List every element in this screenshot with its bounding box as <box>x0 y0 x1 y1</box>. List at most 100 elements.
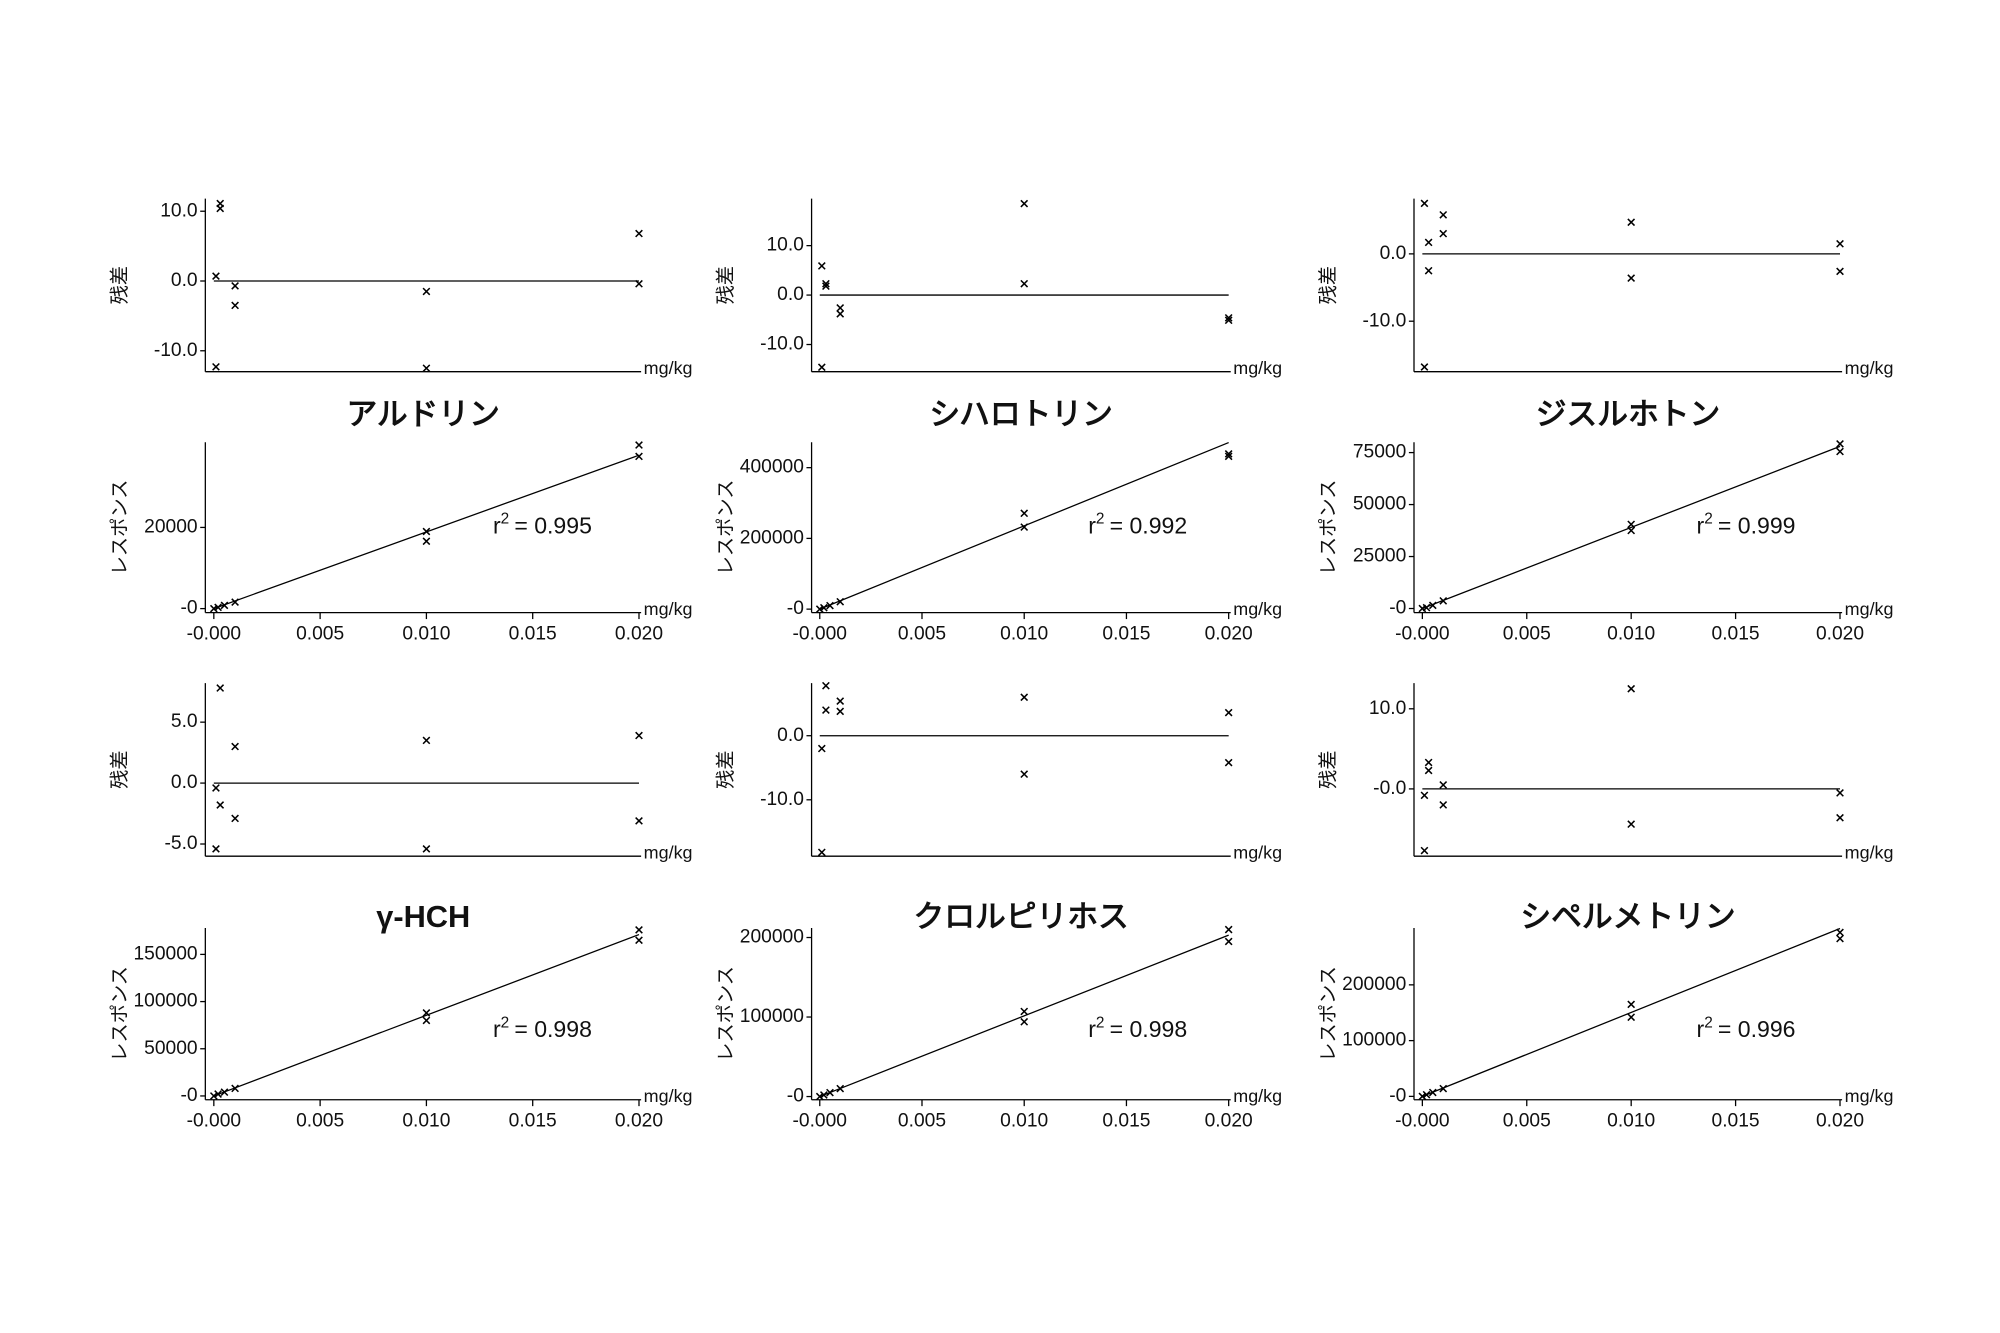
chart: mg/kg レスポンス -0 100000 200000 -0.000 0.005 0.010… <box>1317 899 1893 1131</box>
y-tick-label: -0 <box>787 1086 804 1107</box>
chart: mg/kg レスポンス -0 20000 -0.000 0.005 0.010 0.015 0.… <box>109 397 693 645</box>
point <box>1420 846 1429 855</box>
point <box>1439 229 1448 238</box>
x-axis-unit: mg/kg <box>1233 358 1282 378</box>
point <box>1627 218 1636 227</box>
y-tick-label: -0 <box>1389 598 1406 619</box>
r-squared: r2 = 0.992 <box>1088 511 1187 539</box>
point <box>1627 526 1636 535</box>
y-tick-label: -0.0 <box>1373 778 1406 799</box>
fit-line <box>819 934 1229 1098</box>
r-superscript: 2 <box>501 511 510 528</box>
x-tick-label: 0.005 <box>898 1111 946 1132</box>
point <box>1020 770 1029 779</box>
r-symbol: r <box>493 513 501 539</box>
y-tick-label: 400000 <box>740 457 804 478</box>
point <box>212 272 220 280</box>
r-symbol: r <box>1697 1016 1705 1042</box>
fit-line <box>213 933 640 1097</box>
y-tick-label: 50000 <box>144 1038 197 1059</box>
x-tick-label: 0.020 <box>615 1111 663 1132</box>
point <box>214 603 222 612</box>
chart: mg/kg 残差 0.0 -10.0 <box>715 681 1282 862</box>
point <box>817 262 826 270</box>
y-axis-label: レスポンス <box>1317 966 1339 1062</box>
point <box>635 925 643 934</box>
point <box>817 363 826 372</box>
x-tick-label: 0.010 <box>1000 1111 1048 1132</box>
x-axis-unit: mg/kg <box>1845 1086 1894 1106</box>
point <box>836 597 845 606</box>
y-tick-label: 10.0 <box>1369 698 1406 719</box>
x-axis-unit: mg/kg <box>1233 1086 1282 1106</box>
y-axis-label: レスポンス <box>109 480 131 576</box>
r-value: = 0.996 <box>1718 1016 1796 1042</box>
x-tick-label: -0.000 <box>793 624 848 645</box>
point <box>1420 363 1429 371</box>
point <box>422 1009 431 1017</box>
point <box>1418 1092 1427 1101</box>
x-tick-label: 0.005 <box>296 1111 344 1132</box>
y-tick-label: 0.0 <box>171 772 198 793</box>
point <box>422 287 431 296</box>
r-superscript: 2 <box>1096 1014 1105 1031</box>
y-tick-label: 25000 <box>1353 546 1406 567</box>
point <box>822 681 830 690</box>
point <box>1424 766 1433 775</box>
x-tick-label: -0.000 <box>793 1111 848 1132</box>
x-tick-label: -0.000 <box>1395 1111 1450 1132</box>
x-tick-label: 0.015 <box>509 1111 557 1132</box>
point <box>1627 274 1636 282</box>
y-axis-label: 残差 <box>715 266 737 304</box>
point <box>635 279 643 288</box>
x-axis-unit: mg/kg <box>1845 358 1894 378</box>
point <box>216 684 225 692</box>
point <box>1420 199 1429 208</box>
x-tick-label: 0.010 <box>402 624 450 645</box>
r-squared: r2 = 0.999 <box>1697 511 1796 539</box>
x-tick-label: 0.005 <box>1503 1111 1551 1132</box>
point <box>635 452 643 461</box>
point <box>1627 1000 1636 1009</box>
y-axis-label: レスポンス <box>715 966 737 1062</box>
x-tick-label: 0.020 <box>1205 1111 1253 1132</box>
y-tick-label: 100000 <box>133 991 197 1012</box>
point <box>1627 684 1636 693</box>
point <box>836 707 845 716</box>
x-tick-label: 0.010 <box>402 1111 450 1132</box>
y-tick-label: -10.0 <box>760 789 804 810</box>
fit-line <box>1422 445 1841 610</box>
y-tick-label: 0.0 <box>777 284 804 305</box>
point <box>1439 1084 1448 1093</box>
point <box>1020 1007 1029 1016</box>
point <box>1836 447 1844 456</box>
y-axis-label: 残差 <box>715 750 737 788</box>
point <box>635 936 643 945</box>
y-tick-label: -10.0 <box>760 334 804 355</box>
point <box>212 362 220 371</box>
point <box>1424 758 1433 767</box>
point <box>1224 937 1233 946</box>
point <box>1836 789 1844 797</box>
point <box>1428 601 1437 610</box>
y-tick-label: 10.0 <box>160 200 197 221</box>
chart-title: シペルメトリン <box>1520 899 1735 934</box>
point <box>1836 813 1844 822</box>
x-tick-label: 0.015 <box>1102 1111 1150 1132</box>
y-tick-label: -10.0 <box>1362 310 1406 331</box>
y-tick-label: 10.0 <box>766 235 803 256</box>
point <box>1836 267 1844 276</box>
x-axis-unit: mg/kg <box>1845 599 1894 619</box>
point <box>822 279 830 288</box>
chart: mg/kg 残差 10.0 -0.0 <box>1317 683 1894 862</box>
x-axis-unit: mg/kg <box>644 599 693 619</box>
point <box>1836 934 1844 943</box>
point <box>216 204 225 213</box>
point <box>1424 266 1433 275</box>
chart: mg/kg 残差 10.0 0.0 -10.0 <box>109 198 693 378</box>
point <box>1224 316 1233 325</box>
y-axis-label: 残差 <box>1317 266 1339 304</box>
y-tick-label: 50000 <box>1353 494 1406 515</box>
point <box>231 598 239 606</box>
y-axis-label: 残差 <box>109 750 131 788</box>
